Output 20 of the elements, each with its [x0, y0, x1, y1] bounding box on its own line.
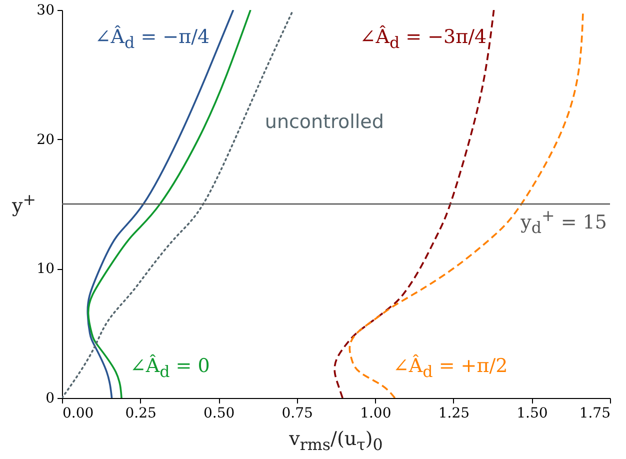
- y-tick-label: 10: [36, 261, 54, 278]
- x-tick-label: 0.75: [282, 406, 313, 422]
- x-tick-label: 1.25: [438, 406, 470, 422]
- x-axis-title: v$_{rms}$/(u$_{τ}$)$_{0}$: [289, 428, 383, 454]
- x-tick-label: 0.00: [62, 406, 94, 422]
- x-tick-label: 0.25: [125, 406, 156, 422]
- series-label: uncontrolled: [264, 111, 384, 134]
- x-tick-label: 1.50: [516, 406, 548, 422]
- series-label: ∠Â$_{d}$ = −π/4: [94, 26, 210, 52]
- x-tick-label: 1.75: [579, 406, 610, 422]
- x-tick-label: 0.50: [203, 406, 235, 422]
- x-tick-label: 1.00: [360, 406, 392, 422]
- y-axis-title: y$^{+}$: [12, 190, 36, 218]
- y-tick-label: 0: [46, 390, 54, 406]
- series-label: ∠Â$_{d}$ = −3π/4: [360, 26, 487, 52]
- y-tick-label: 30: [36, 2, 54, 18]
- series-label: ∠Â$_{d}$ = +π/2: [392, 354, 508, 380]
- y-tick-label: 20: [36, 132, 54, 148]
- series-label: ∠Â$_{d}$ = 0: [130, 354, 210, 380]
- ref-line-label: y$_{d}$$^{+}$ = 15: [520, 206, 607, 238]
